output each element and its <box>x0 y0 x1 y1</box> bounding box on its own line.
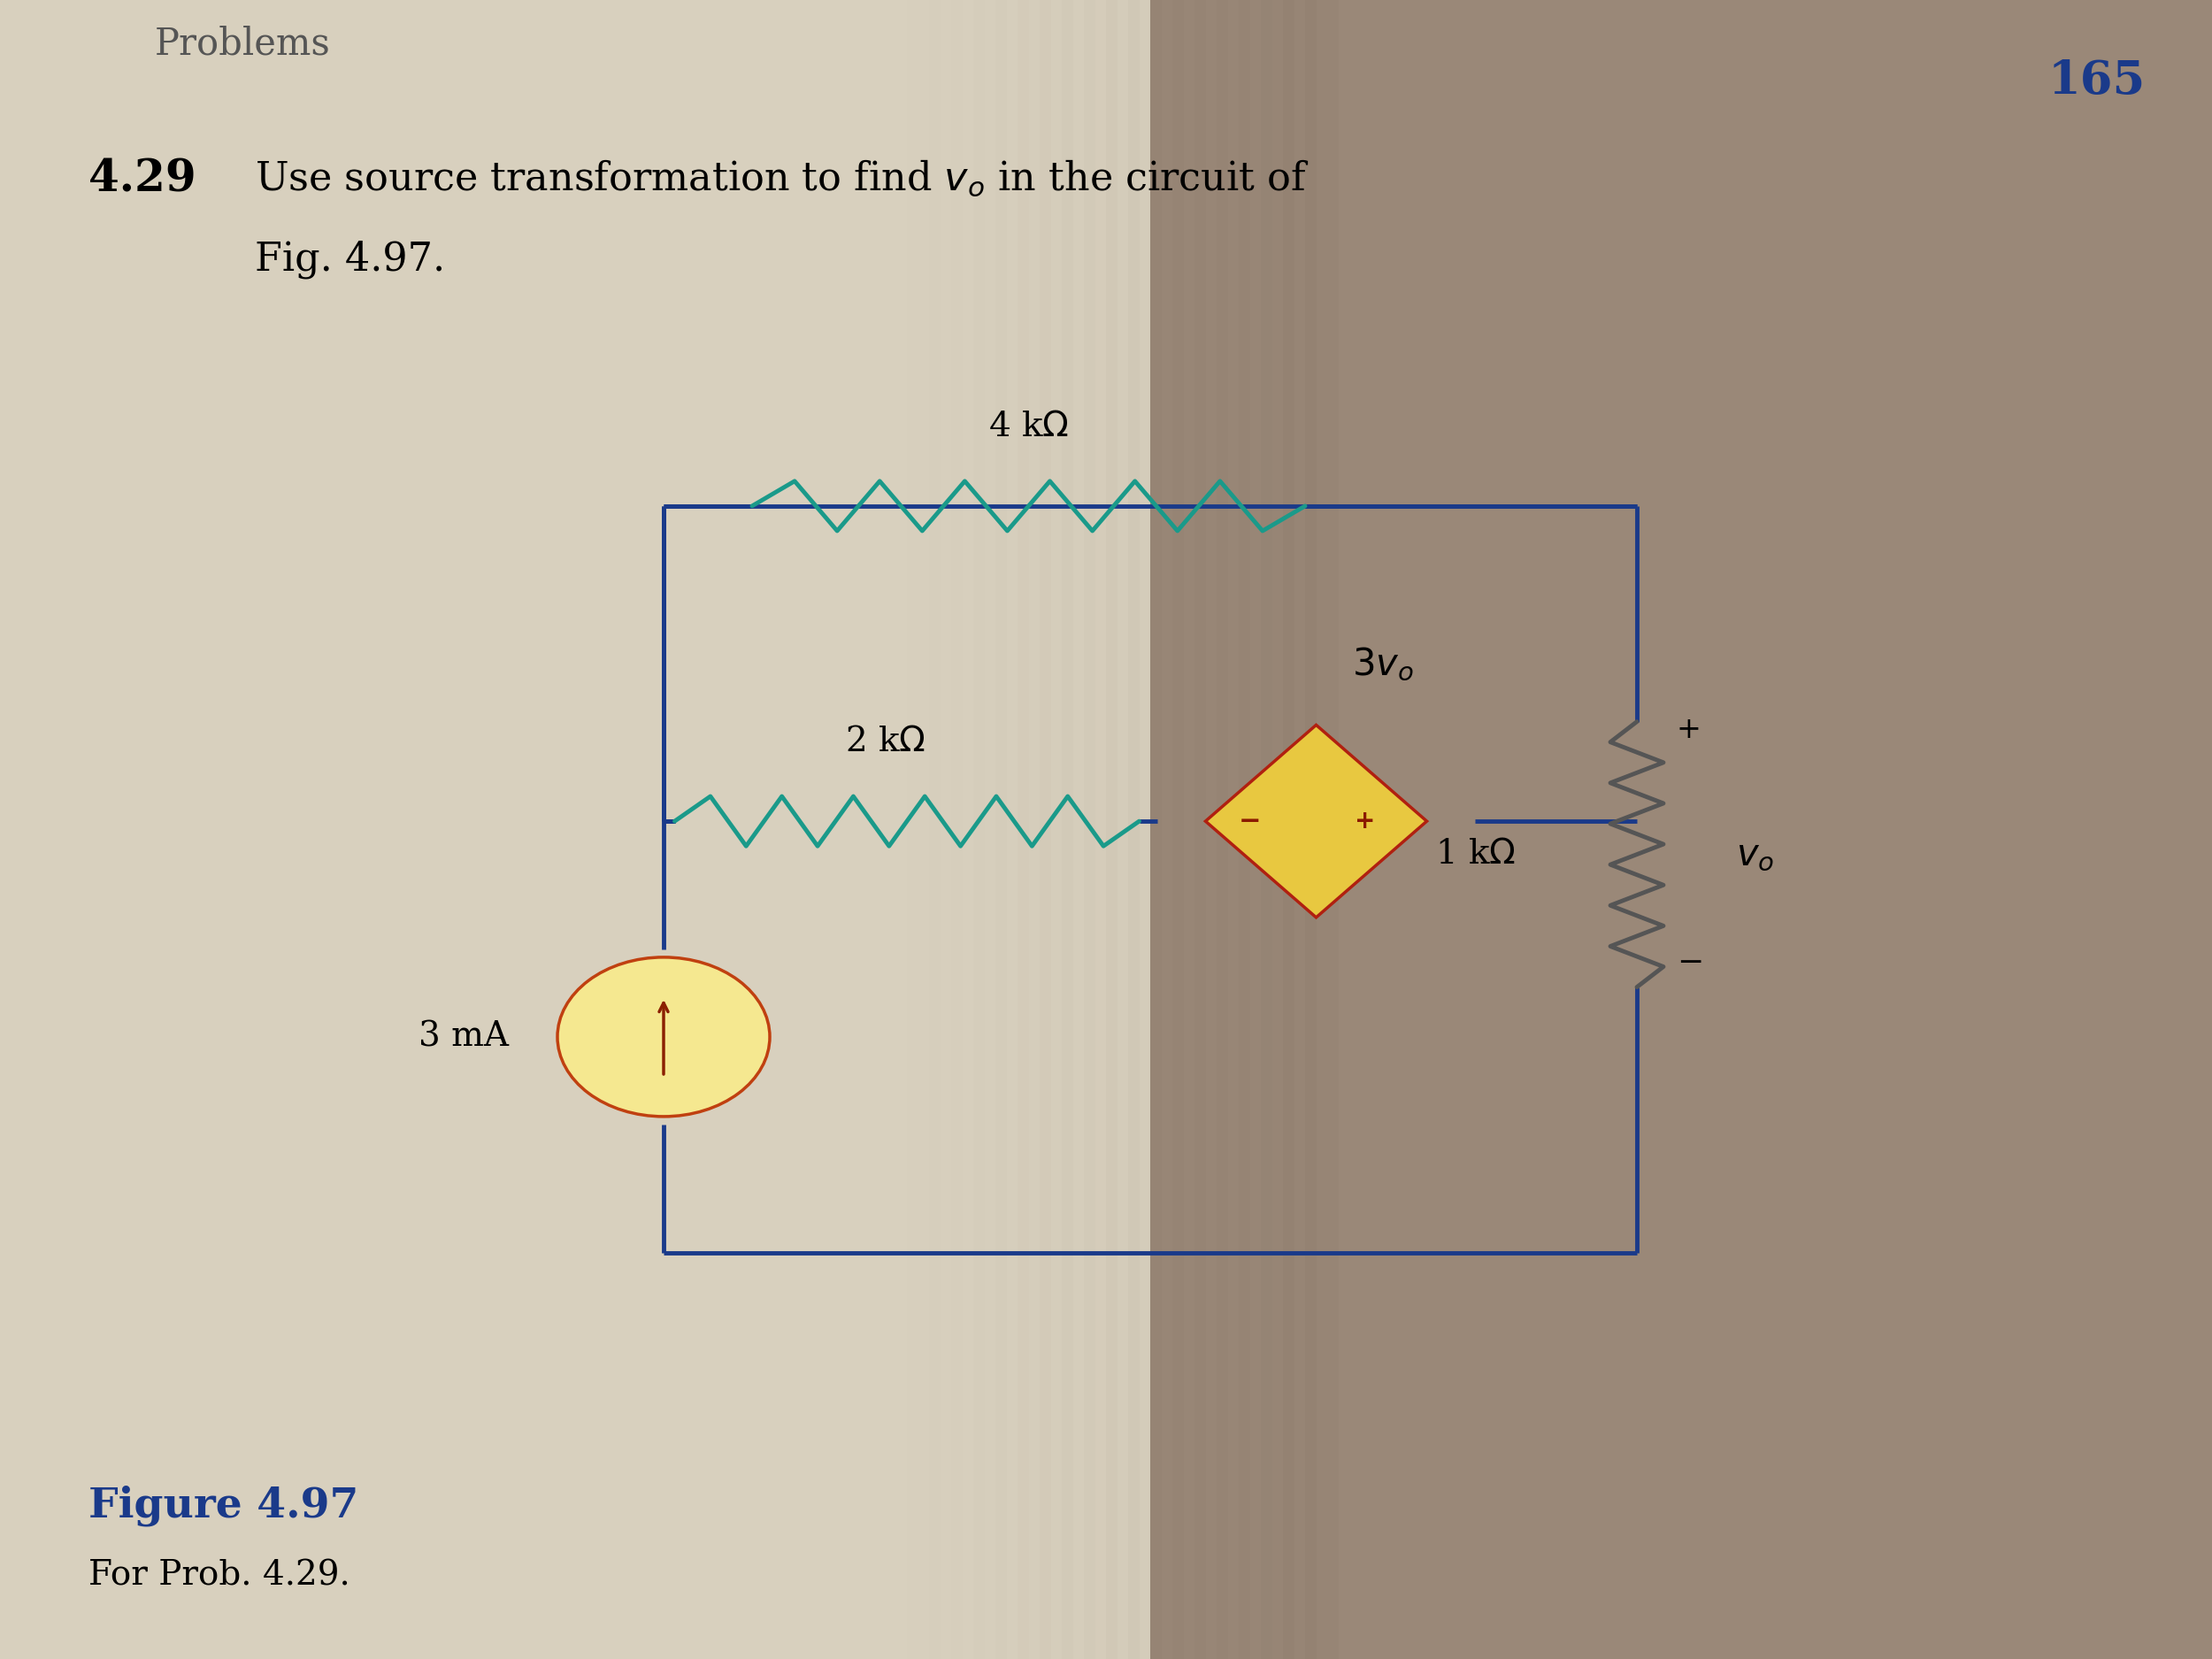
Bar <box>0 0 1150 1659</box>
Bar <box>1128 0 1161 1659</box>
Bar <box>1062 0 1095 1659</box>
Bar <box>1150 0 1183 1659</box>
Bar <box>1018 0 1051 1659</box>
Text: Fig. 4.97.: Fig. 4.97. <box>254 241 445 279</box>
Ellipse shape <box>557 957 770 1117</box>
Text: +: + <box>1677 715 1701 745</box>
Bar <box>1040 0 1073 1659</box>
Bar <box>1261 0 1294 1659</box>
Polygon shape <box>1206 725 1427 917</box>
Bar <box>1106 0 1139 1659</box>
Bar <box>973 0 1006 1659</box>
Text: −: − <box>1677 947 1703 977</box>
Text: +: + <box>1354 810 1376 833</box>
Text: 3 mA: 3 mA <box>418 1020 509 1053</box>
Bar <box>1305 0 1338 1659</box>
Bar <box>1283 0 1316 1659</box>
Text: Use source transformation to find $v_o$ in the circuit of: Use source transformation to find $v_o$ … <box>254 158 1310 197</box>
Bar <box>1194 0 1228 1659</box>
Bar <box>1239 0 1272 1659</box>
Bar <box>1217 0 1250 1659</box>
Text: 1 k$\Omega$: 1 k$\Omega$ <box>1436 838 1515 871</box>
Text: 2 k$\Omega$: 2 k$\Omega$ <box>845 725 925 758</box>
Text: 4 k$\Omega$: 4 k$\Omega$ <box>989 410 1068 443</box>
Text: 165: 165 <box>2048 58 2146 103</box>
Text: −: − <box>1239 808 1261 834</box>
Text: For Prob. 4.29.: For Prob. 4.29. <box>88 1559 349 1593</box>
Text: $v_o$: $v_o$ <box>1736 836 1774 873</box>
Text: Figure 4.97: Figure 4.97 <box>88 1485 358 1526</box>
Bar <box>1150 0 2212 1659</box>
Bar <box>907 0 940 1659</box>
Bar <box>951 0 984 1659</box>
Bar <box>929 0 962 1659</box>
Text: Problems: Problems <box>155 25 332 61</box>
Text: 4.29: 4.29 <box>88 158 197 201</box>
Bar <box>1172 0 1206 1659</box>
Bar <box>995 0 1029 1659</box>
Text: $3v_o$: $3v_o$ <box>1352 645 1413 684</box>
Bar <box>885 0 918 1659</box>
Bar <box>1084 0 1117 1659</box>
